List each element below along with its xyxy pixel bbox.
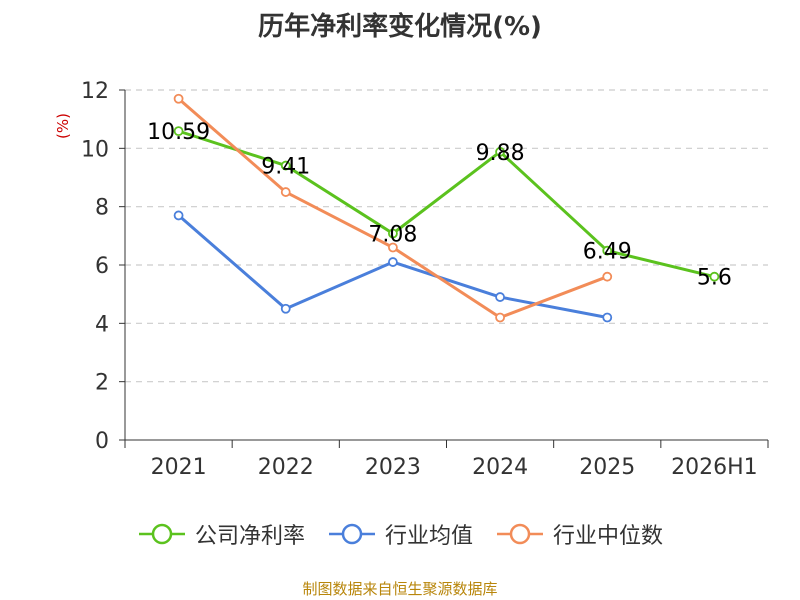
y-tick-label: 10: [81, 137, 109, 162]
data-point: [495, 312, 505, 323]
legend-label: 行业中位数: [553, 524, 664, 549]
legend-marker-icon: [138, 523, 185, 545]
data-point: [388, 257, 398, 267]
x-tick-label: 2025: [579, 455, 635, 480]
data-point: [602, 312, 613, 323]
legend-label: 行业均值: [384, 524, 473, 549]
y-tick-label: 8: [95, 196, 109, 221]
x-tick-label: 2024: [472, 455, 528, 480]
data-point: [709, 271, 720, 282]
chart-title: 历年净利率变化情况(%): [258, 12, 542, 42]
legend-item-0[interactable]: 公司净利率: [137, 518, 305, 550]
data-label: 7.08: [368, 223, 417, 248]
series-group: [173, 93, 720, 323]
legend-item-2[interactable]: 行业中位数: [495, 518, 663, 550]
data-point: [280, 187, 291, 197]
data-label: 5.6: [697, 266, 732, 291]
data-label: 9.41: [261, 155, 310, 180]
data-labels: 10.59 9.41 7.08 9.88 6.49 5.6: [147, 120, 732, 291]
axes: 0 2 4 6 8 10 12 2021 2022 2023 2024 2025 2026H1 (%): [54, 79, 769, 480]
source-note: 制图数据来自恒生聚源数据库: [302, 580, 498, 598]
series-line-2: [177, 97, 608, 319]
data-label: 10.59: [147, 120, 210, 145]
x-tick-label: 2023: [365, 455, 421, 480]
data-point: [602, 271, 613, 282]
y-tick-label: 4: [95, 312, 109, 337]
y-tick-label: 12: [81, 79, 109, 104]
grid-lines: [125, 89, 768, 383]
data-label: 6.49: [583, 240, 632, 265]
data-point: [173, 126, 184, 137]
legend-item-1[interactable]: 行业均值: [327, 518, 473, 550]
legend-marker-icon: [497, 523, 543, 545]
data-label: 9.88: [476, 141, 525, 166]
legend: 公司净利率 行业均值 行业中位数: [0, 518, 800, 550]
data-point: [280, 303, 291, 314]
y-tick-label: 6: [95, 254, 109, 279]
x-tick-label: 2022: [258, 455, 314, 480]
series-line-0: [178, 129, 715, 279]
data-point: [495, 146, 505, 157]
x-tick-label: 2026H1: [671, 455, 758, 480]
legend-label: 公司净利率: [194, 524, 305, 549]
y-axis-label: (%): [54, 113, 72, 139]
data-point: [388, 228, 398, 239]
legend-marker-icon: [328, 523, 375, 545]
data-point: [602, 245, 613, 256]
y-tick-label: 2: [95, 371, 109, 396]
data-point: [388, 242, 398, 253]
x-tick-label: 2021: [151, 455, 207, 480]
data-point: [173, 210, 184, 221]
data-point: [495, 292, 505, 302]
data-point: [280, 160, 291, 171]
y-tick-label: 0: [95, 429, 109, 454]
data-point: [173, 93, 184, 104]
